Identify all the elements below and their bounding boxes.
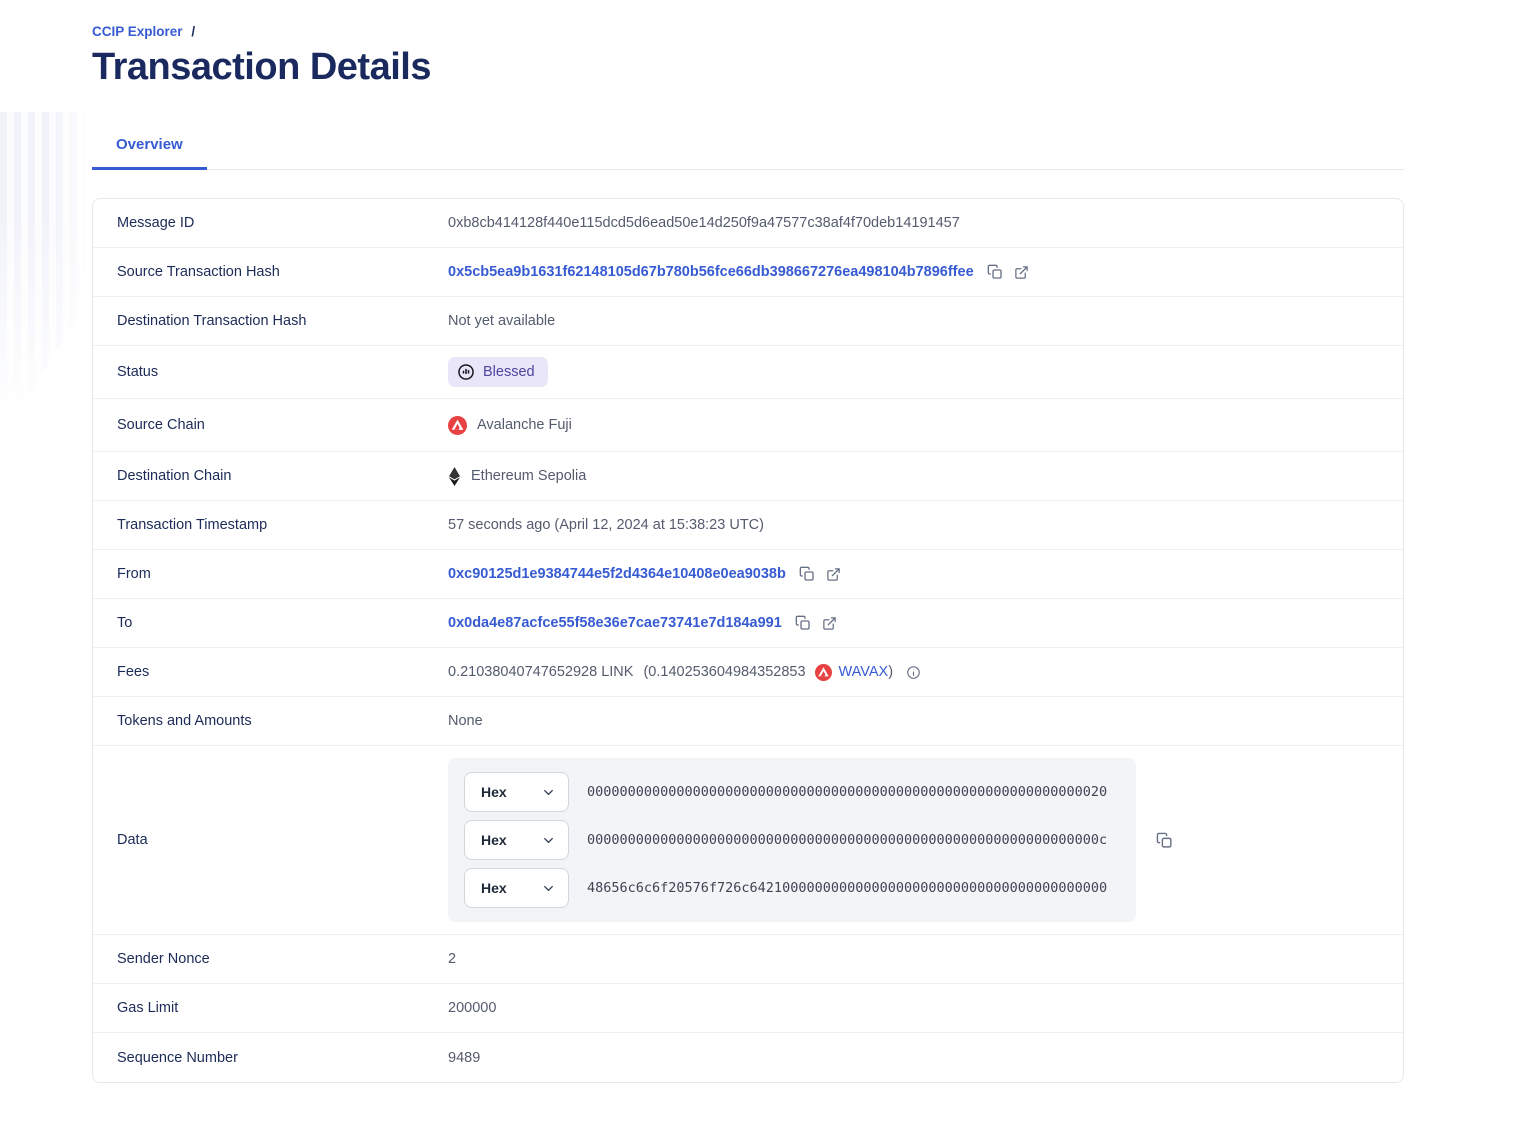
copy-icon[interactable]: [799, 566, 815, 582]
field-label: Fees: [117, 664, 150, 680]
field-label: To: [117, 615, 133, 631]
hex-format-dropdown[interactable]: Hex: [464, 772, 569, 812]
breadcrumb-separator: /: [191, 24, 196, 39]
tab-bar: Overview: [92, 124, 1404, 170]
field-label: From: [117, 566, 151, 582]
corner-decoration: [0, 112, 86, 442]
hex-data-value: 0000000000000000000000000000000000000000…: [587, 784, 1108, 800]
copy-icon[interactable]: [987, 264, 1003, 280]
transaction-details-table: Message ID 0xb8cb414128f440e115dcd5d6ead…: [92, 198, 1404, 1083]
field-label: Destination Chain: [117, 468, 232, 484]
page-container: CCIP Explorer / Transaction Details Over…: [92, 0, 1404, 1083]
hex-format-dropdown[interactable]: Hex: [464, 820, 569, 860]
message-id-value: 0xb8cb414128f440e115dcd5d6ead50e14d250f9…: [448, 215, 960, 231]
data-line: Hex 48656c6c6f20576f726c6421000000000000…: [464, 868, 1120, 908]
row-to: To 0x0da4e87acfce55f58e36e7cae73741e7d18…: [93, 599, 1403, 648]
field-label: Source Chain: [117, 417, 205, 433]
row-from: From 0xc90125d1e9384744e5f2d4364e10408e0…: [93, 550, 1403, 599]
field-label: Sender Nonce: [117, 951, 210, 967]
field-label: Gas Limit: [117, 1000, 179, 1016]
copy-icon[interactable]: [1156, 832, 1173, 849]
sender-nonce-value: 2: [448, 951, 457, 967]
row-source-chain: Source Chain Avalanche Fuji: [93, 399, 1403, 452]
data-hex-panel: Hex 000000000000000000000000000000000000…: [448, 758, 1136, 922]
field-label: Message ID: [117, 215, 195, 231]
source-tx-hash-link[interactable]: 0x5cb5ea9b1631f62148105d67b780b56fce66db…: [448, 264, 974, 280]
hex-format-label: Hex: [481, 784, 507, 800]
row-message-id: Message ID 0xb8cb414128f440e115dcd5d6ead…: [93, 199, 1403, 248]
status-badge-text: Blessed: [483, 364, 535, 380]
hex-format-dropdown[interactable]: Hex: [464, 868, 569, 908]
to-address-link[interactable]: 0x0da4e87acfce55f58e36e7cae73741e7d184a9…: [448, 615, 782, 631]
row-tokens-and-amounts: Tokens and Amounts None: [93, 697, 1403, 746]
row-timestamp: Transaction Timestamp 57 seconds ago (Ap…: [93, 501, 1403, 550]
hex-data-value: 48656c6c6f20576f726c64210000000000000000…: [587, 880, 1108, 896]
tab-overview[interactable]: Overview: [92, 124, 207, 170]
sequence-number-value: 9489: [448, 1049, 481, 1066]
fees-token-link[interactable]: WAVAX: [838, 664, 889, 680]
source-chain-name: Avalanche Fuji: [477, 417, 572, 433]
hex-format-label: Hex: [481, 880, 507, 896]
signal-circle-icon: [457, 363, 475, 381]
row-status: Status Blessed: [93, 346, 1403, 399]
gas-limit-value: 200000: [448, 1000, 497, 1016]
hex-format-label: Hex: [481, 832, 507, 848]
field-label: Tokens and Amounts: [117, 713, 252, 729]
row-source-tx-hash: Source Transaction Hash 0x5cb5ea9b1631f6…: [93, 248, 1403, 297]
chevron-down-icon: [541, 785, 556, 800]
field-label: Destination Transaction Hash: [117, 313, 307, 329]
breadcrumb-ccip-explorer-link[interactable]: CCIP Explorer: [92, 24, 183, 39]
ethereum-logo-icon: [448, 466, 461, 486]
row-sender-nonce: Sender Nonce 2: [93, 935, 1403, 984]
field-label: Sequence Number: [117, 1049, 238, 1066]
avalanche-logo-icon: [448, 415, 467, 435]
row-data: Data Hex 0000000000000000000000000000000…: [93, 746, 1403, 935]
chevron-down-icon: [541, 833, 556, 848]
fees-converted-amount: (0.140253604984352853: [643, 664, 806, 680]
row-dest-tx-hash: Destination Transaction Hash Not yet ava…: [93, 297, 1403, 346]
row-sequence-number: Sequence Number 9489: [93, 1033, 1403, 1082]
chevron-down-icon: [541, 881, 556, 896]
data-line: Hex 000000000000000000000000000000000000…: [464, 772, 1120, 812]
external-link-icon[interactable]: [1014, 265, 1029, 280]
external-link-icon[interactable]: [826, 567, 841, 582]
field-label: Status: [117, 364, 159, 380]
data-line: Hex 000000000000000000000000000000000000…: [464, 820, 1120, 860]
copy-icon[interactable]: [795, 615, 811, 631]
fees-paren-close: ): [888, 664, 894, 680]
hex-data-value: 0000000000000000000000000000000000000000…: [587, 832, 1108, 848]
fees-amount: 0.21038040747652928 LINK: [448, 664, 634, 680]
breadcrumb: CCIP Explorer /: [92, 0, 1404, 39]
from-address-link[interactable]: 0xc90125d1e9384744e5f2d4364e10408e0ea903…: [448, 566, 786, 582]
dest-tx-hash-value: Not yet available: [448, 313, 556, 329]
field-label: Transaction Timestamp: [117, 517, 268, 533]
tokens-value: None: [448, 713, 483, 729]
dest-chain-name: Ethereum Sepolia: [471, 468, 587, 484]
page-title: Transaction Details: [92, 46, 431, 88]
row-gas-limit: Gas Limit 200000: [93, 984, 1403, 1033]
row-dest-chain: Destination Chain Ethereum Sepolia: [93, 452, 1403, 501]
avalanche-logo-icon: [814, 663, 832, 681]
timestamp-value: 57 seconds ago (April 12, 2024 at 15:38:…: [448, 517, 764, 533]
field-label: Data: [117, 832, 148, 848]
row-fees: Fees 0.21038040747652928 LINK (0.1402536…: [93, 648, 1403, 697]
field-label: Source Transaction Hash: [117, 264, 280, 280]
status-badge: Blessed: [448, 357, 548, 387]
info-circle-icon[interactable]: [906, 665, 921, 680]
external-link-icon[interactable]: [822, 616, 837, 631]
